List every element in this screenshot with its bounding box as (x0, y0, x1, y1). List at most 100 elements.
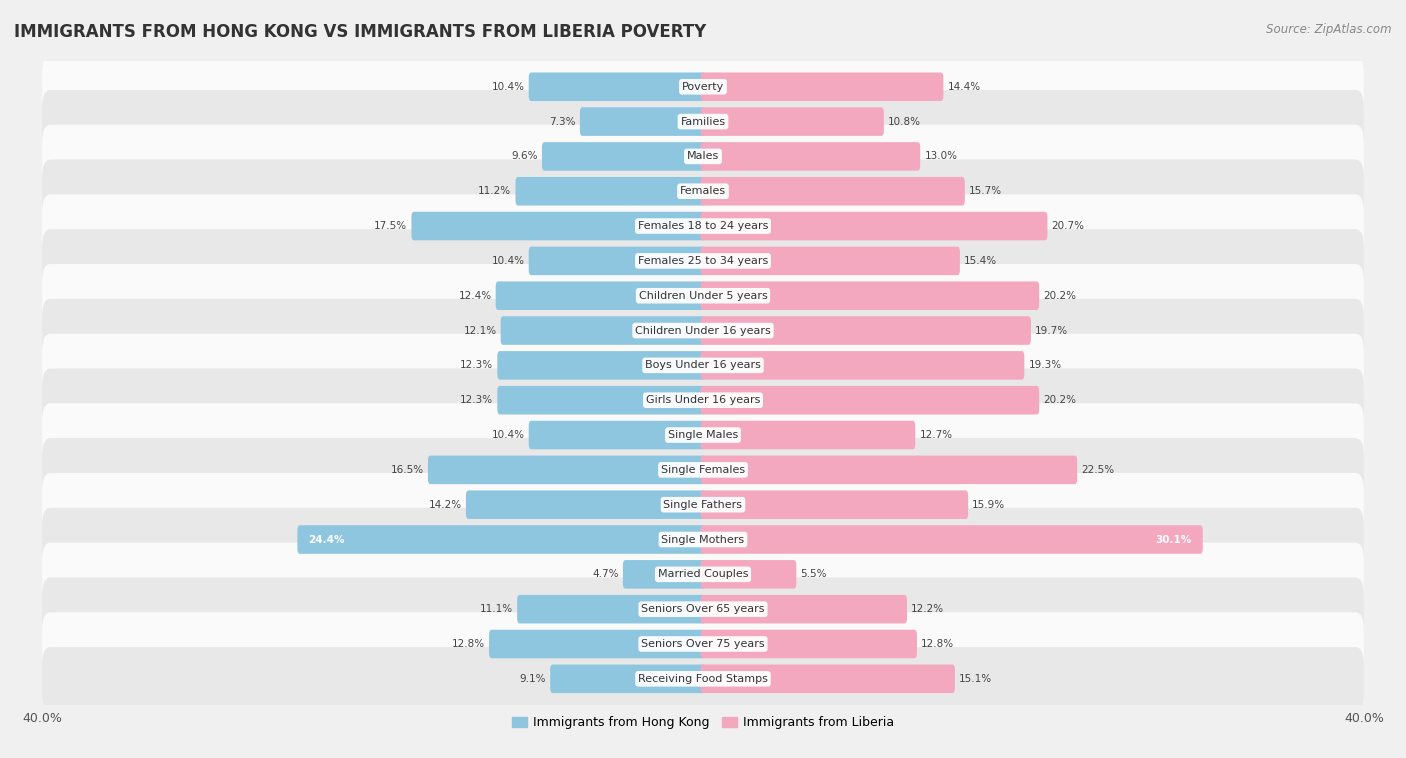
Text: 17.5%: 17.5% (374, 221, 408, 231)
Text: 20.7%: 20.7% (1052, 221, 1084, 231)
FancyBboxPatch shape (700, 630, 917, 658)
Text: 12.2%: 12.2% (911, 604, 945, 614)
FancyBboxPatch shape (42, 508, 1364, 572)
Text: 15.7%: 15.7% (969, 186, 1002, 196)
Text: Females 25 to 34 years: Females 25 to 34 years (638, 256, 768, 266)
Text: 10.4%: 10.4% (492, 430, 524, 440)
Text: 12.8%: 12.8% (921, 639, 955, 649)
FancyBboxPatch shape (498, 386, 706, 415)
FancyBboxPatch shape (42, 334, 1364, 397)
Text: 9.1%: 9.1% (520, 674, 546, 684)
Text: IMMIGRANTS FROM HONG KONG VS IMMIGRANTS FROM LIBERIA POVERTY: IMMIGRANTS FROM HONG KONG VS IMMIGRANTS … (14, 23, 706, 41)
Text: Single Fathers: Single Fathers (664, 500, 742, 509)
Text: 19.3%: 19.3% (1028, 360, 1062, 371)
Text: 22.5%: 22.5% (1081, 465, 1115, 475)
FancyBboxPatch shape (498, 351, 706, 380)
Text: Seniors Over 75 years: Seniors Over 75 years (641, 639, 765, 649)
FancyBboxPatch shape (42, 368, 1364, 432)
Text: Single Mothers: Single Mothers (661, 534, 745, 544)
FancyBboxPatch shape (42, 438, 1364, 502)
FancyBboxPatch shape (517, 595, 706, 623)
Text: 30.1%: 30.1% (1156, 534, 1192, 544)
FancyBboxPatch shape (700, 456, 1077, 484)
FancyBboxPatch shape (529, 73, 706, 101)
FancyBboxPatch shape (427, 456, 706, 484)
Text: Females: Females (681, 186, 725, 196)
FancyBboxPatch shape (42, 194, 1364, 258)
Text: 14.4%: 14.4% (948, 82, 980, 92)
FancyBboxPatch shape (700, 108, 884, 136)
Text: 9.6%: 9.6% (512, 152, 537, 161)
FancyBboxPatch shape (42, 543, 1364, 606)
Text: 5.5%: 5.5% (800, 569, 827, 579)
Text: 12.7%: 12.7% (920, 430, 952, 440)
Text: 16.5%: 16.5% (391, 465, 423, 475)
FancyBboxPatch shape (700, 246, 960, 275)
FancyBboxPatch shape (489, 630, 706, 658)
Text: 10.4%: 10.4% (492, 256, 524, 266)
Text: Boys Under 16 years: Boys Under 16 years (645, 360, 761, 371)
Text: 10.8%: 10.8% (889, 117, 921, 127)
FancyBboxPatch shape (700, 386, 1039, 415)
Text: 13.0%: 13.0% (924, 152, 957, 161)
Text: Single Females: Single Females (661, 465, 745, 475)
FancyBboxPatch shape (700, 490, 969, 519)
FancyBboxPatch shape (700, 560, 796, 589)
FancyBboxPatch shape (42, 403, 1364, 467)
FancyBboxPatch shape (700, 316, 1031, 345)
Text: Girls Under 16 years: Girls Under 16 years (645, 395, 761, 406)
FancyBboxPatch shape (465, 490, 706, 519)
Text: 12.3%: 12.3% (460, 360, 494, 371)
FancyBboxPatch shape (529, 421, 706, 449)
FancyBboxPatch shape (700, 177, 965, 205)
Text: 12.3%: 12.3% (460, 395, 494, 406)
Text: 10.4%: 10.4% (492, 82, 524, 92)
FancyBboxPatch shape (42, 264, 1364, 327)
FancyBboxPatch shape (42, 299, 1364, 362)
Text: 11.1%: 11.1% (479, 604, 513, 614)
Text: 15.1%: 15.1% (959, 674, 993, 684)
FancyBboxPatch shape (579, 108, 706, 136)
FancyBboxPatch shape (700, 595, 907, 623)
Text: Source: ZipAtlas.com: Source: ZipAtlas.com (1267, 23, 1392, 36)
FancyBboxPatch shape (42, 578, 1364, 641)
FancyBboxPatch shape (541, 143, 706, 171)
Text: Males: Males (688, 152, 718, 161)
FancyBboxPatch shape (700, 665, 955, 693)
Legend: Immigrants from Hong Kong, Immigrants from Liberia: Immigrants from Hong Kong, Immigrants fr… (506, 711, 900, 735)
FancyBboxPatch shape (42, 647, 1364, 710)
FancyBboxPatch shape (42, 55, 1364, 118)
Text: 7.3%: 7.3% (550, 117, 576, 127)
FancyBboxPatch shape (550, 665, 706, 693)
FancyBboxPatch shape (700, 421, 915, 449)
Text: Families: Families (681, 117, 725, 127)
FancyBboxPatch shape (700, 351, 1025, 380)
Text: Receiving Food Stamps: Receiving Food Stamps (638, 674, 768, 684)
FancyBboxPatch shape (700, 525, 1202, 554)
Text: 15.4%: 15.4% (965, 256, 997, 266)
FancyBboxPatch shape (496, 281, 706, 310)
Text: 12.4%: 12.4% (458, 291, 492, 301)
Text: 14.2%: 14.2% (429, 500, 461, 509)
Text: 20.2%: 20.2% (1043, 395, 1077, 406)
FancyBboxPatch shape (516, 177, 706, 205)
FancyBboxPatch shape (42, 125, 1364, 188)
Text: 12.1%: 12.1% (464, 325, 496, 336)
Text: Children Under 16 years: Children Under 16 years (636, 325, 770, 336)
Text: Children Under 5 years: Children Under 5 years (638, 291, 768, 301)
Text: Married Couples: Married Couples (658, 569, 748, 579)
FancyBboxPatch shape (42, 473, 1364, 537)
FancyBboxPatch shape (529, 246, 706, 275)
FancyBboxPatch shape (700, 281, 1039, 310)
FancyBboxPatch shape (700, 211, 1047, 240)
Text: 4.7%: 4.7% (592, 569, 619, 579)
FancyBboxPatch shape (501, 316, 706, 345)
Text: 20.2%: 20.2% (1043, 291, 1077, 301)
FancyBboxPatch shape (412, 211, 706, 240)
FancyBboxPatch shape (42, 159, 1364, 223)
FancyBboxPatch shape (700, 73, 943, 101)
FancyBboxPatch shape (42, 612, 1364, 675)
FancyBboxPatch shape (700, 143, 921, 171)
FancyBboxPatch shape (298, 525, 706, 554)
Text: Single Males: Single Males (668, 430, 738, 440)
